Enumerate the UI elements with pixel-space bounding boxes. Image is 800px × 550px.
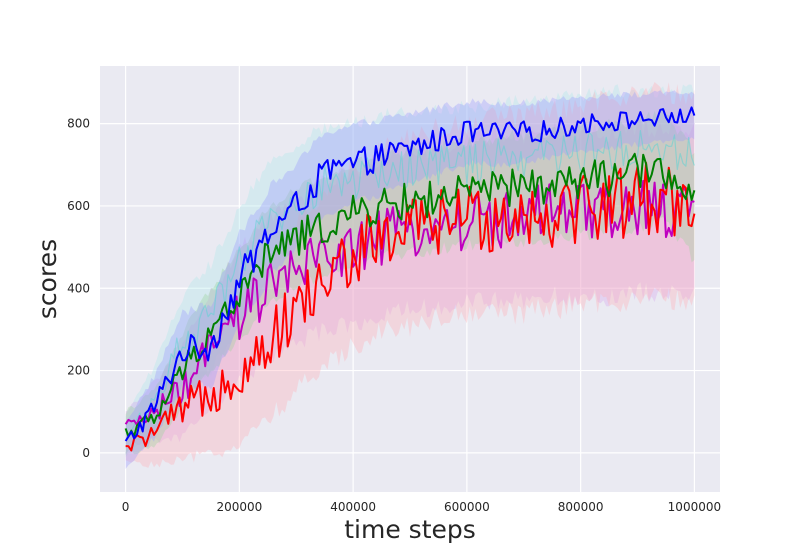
series-lines	[124, 106, 696, 452]
series-band-0	[125, 90, 695, 469]
series-band-1	[125, 110, 695, 456]
plot-background	[100, 66, 720, 492]
series-band-2	[125, 82, 695, 468]
tick-labels: 0 200000 400000 600000 800000 1000000 0 200 400 6…	[67, 117, 721, 514]
x-axis-label: time steps	[344, 515, 476, 544]
x-tick-label: 200000	[216, 500, 262, 514]
x-tick-label: 400000	[330, 500, 376, 514]
y-tick-label: 800	[67, 117, 90, 131]
y-tick-label: 200	[67, 364, 90, 378]
x-tick-label: 0	[122, 500, 130, 514]
y-tick-label: 400	[67, 281, 90, 295]
series-band-3	[125, 117, 695, 446]
y-tick-label: 0	[82, 446, 90, 460]
x-tick-label: 600000	[444, 500, 490, 514]
confidence-bands	[125, 82, 695, 469]
y-axis-label: scores	[33, 239, 62, 319]
x-tick-label: 1000000	[668, 500, 721, 514]
series-line-0	[124, 106, 696, 442]
series-line-4	[125, 130, 695, 435]
series-line-2	[125, 161, 696, 452]
y-tick-label: 600	[67, 199, 90, 213]
x-tick-label: 800000	[558, 500, 604, 514]
series-band-4	[125, 84, 695, 458]
series-line-1	[124, 152, 696, 438]
